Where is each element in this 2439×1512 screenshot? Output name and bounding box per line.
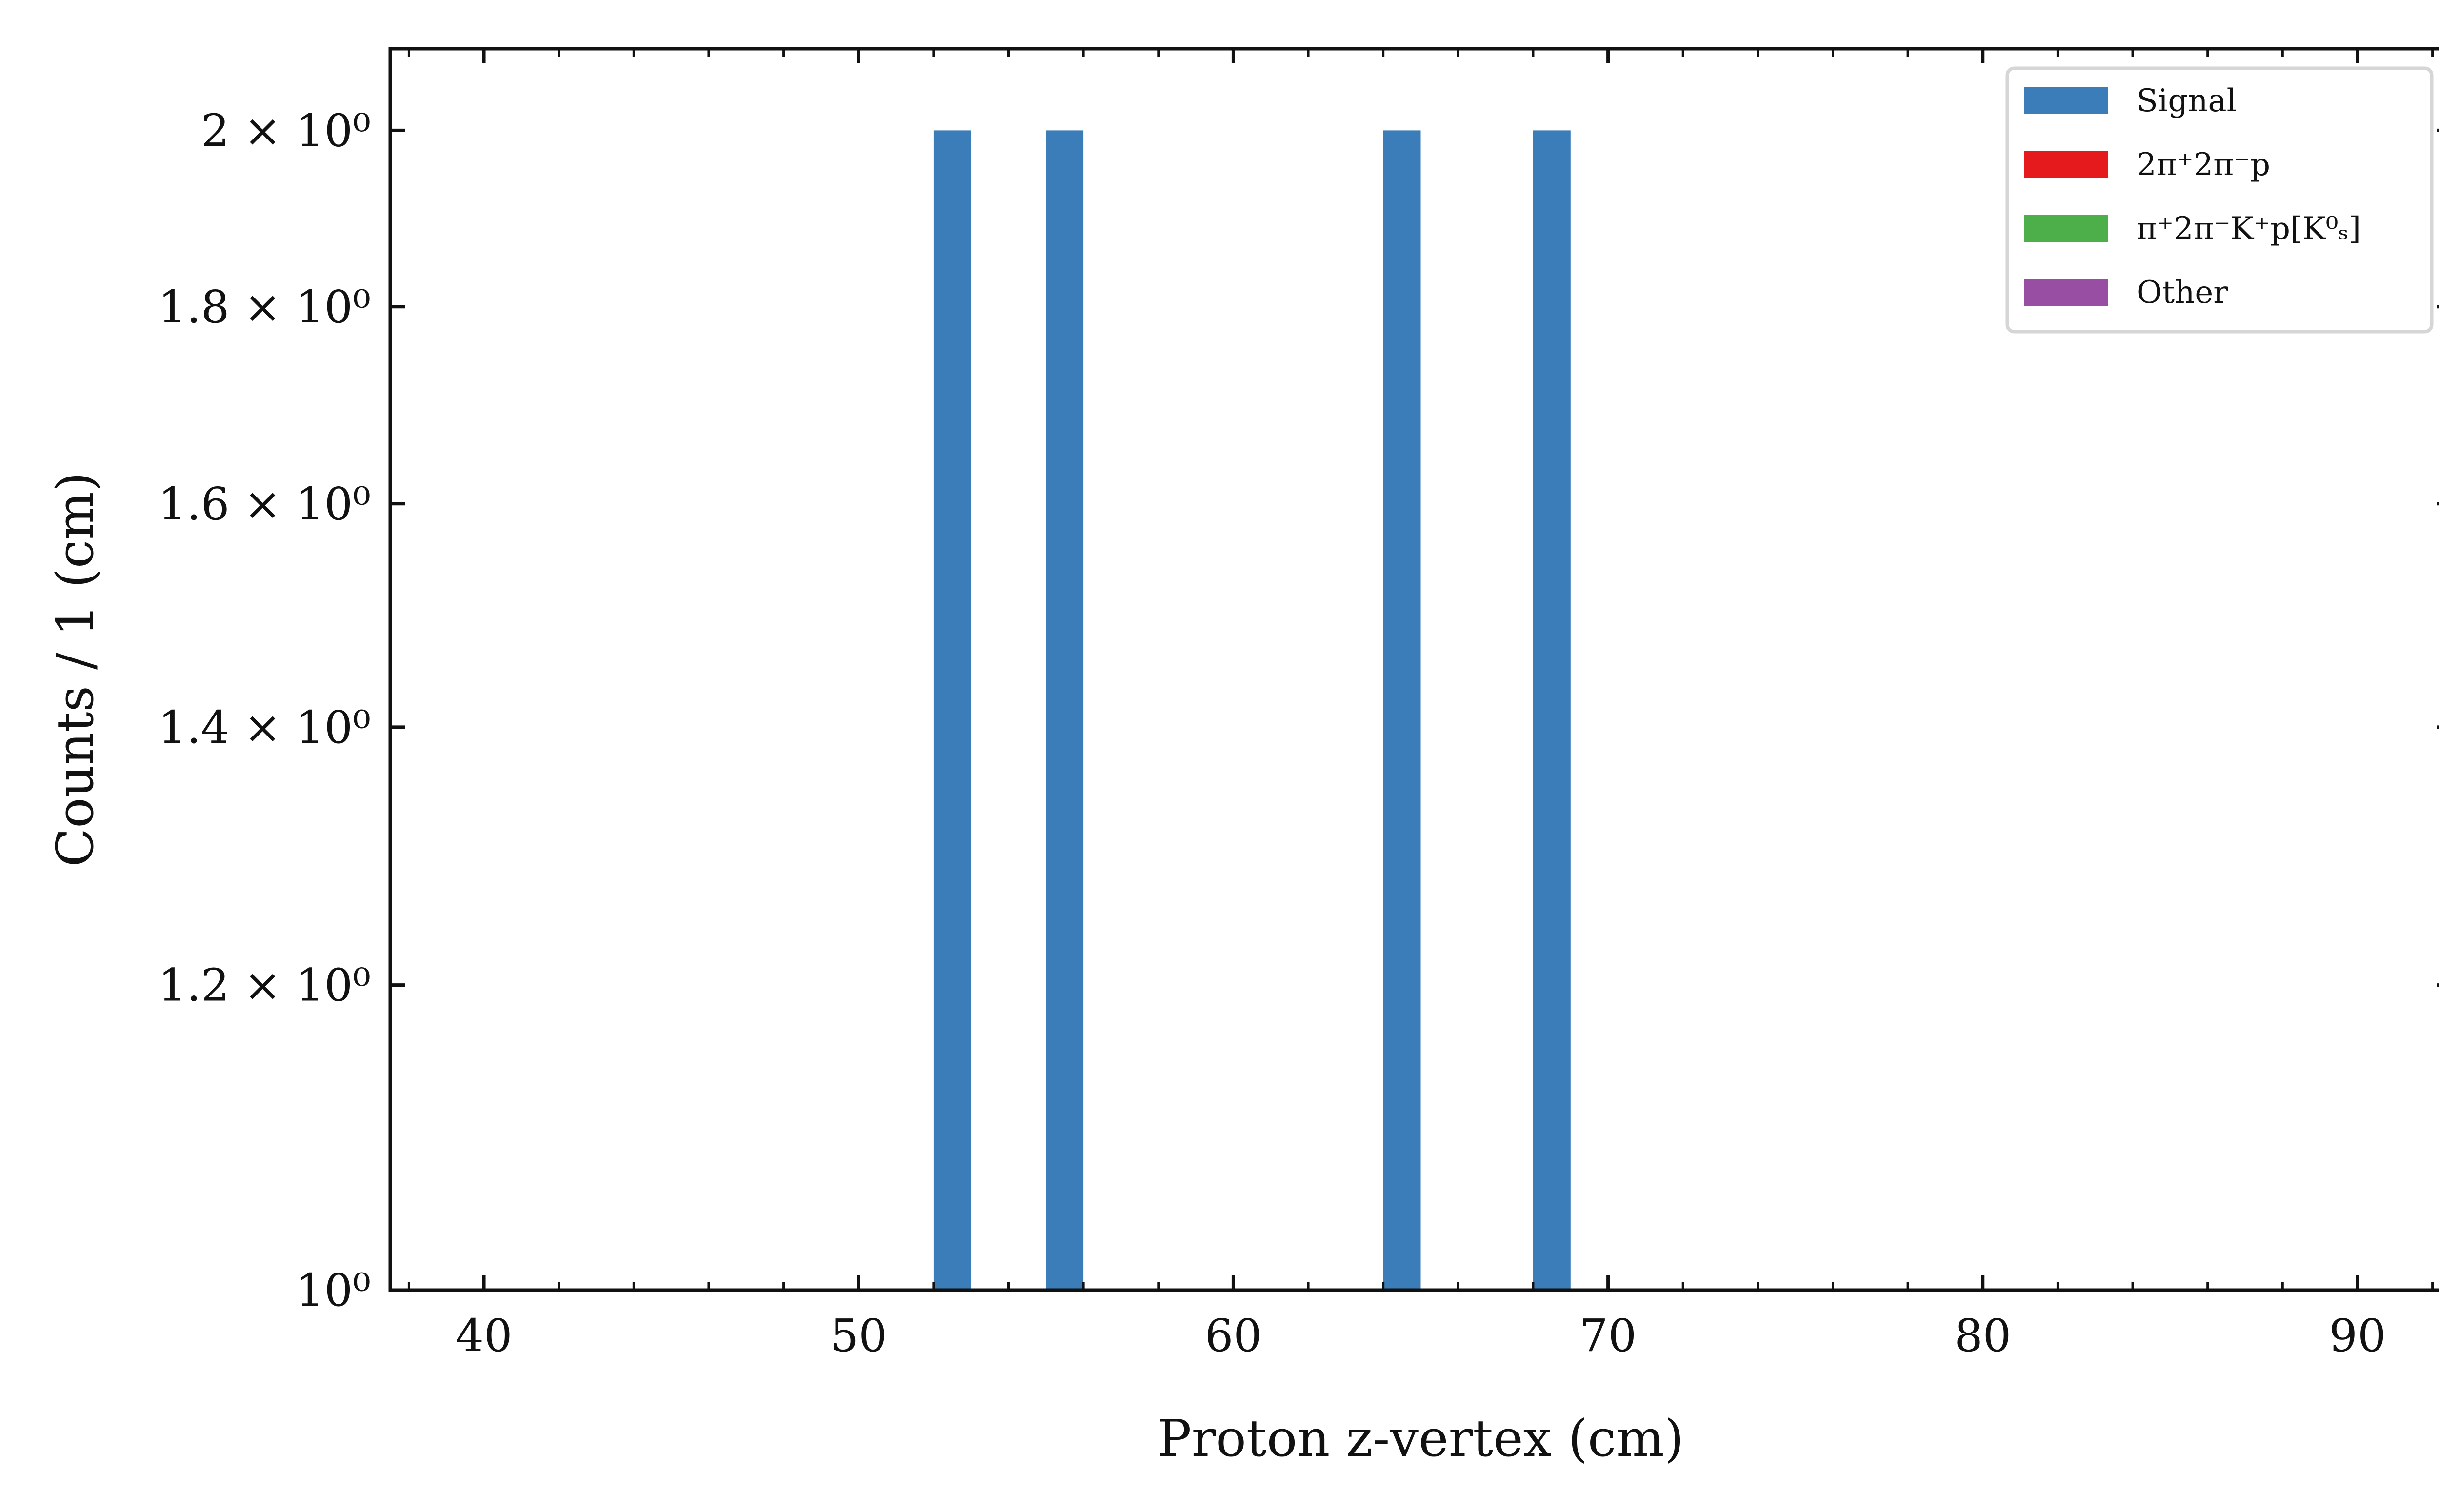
legend: Signal 2π⁺2π⁻p π⁺2π⁻K⁺p[K⁰ₛ] Other [2005,66,2434,334]
x-axis-label: Proton z-vertex (cm) [1158,1409,1684,1468]
y-tick-label: 1.4 × 10⁰ [158,701,371,754]
x-tick-label: 60 [1205,1310,1262,1362]
tick-labels: 40 50 60 70 80 90 10⁰ 1.2 × 10⁰ 1.4 × 10⁰ 1.6 × 1… [158,104,2386,1362]
legend-swatch [2024,215,2108,242]
y-tick-label: 2 × 10⁰ [201,104,371,157]
y-axis-label: Counts / 1 (cm) [45,472,105,867]
y-tick-label: 10⁰ [296,1264,371,1316]
x-tick-label: 70 [1579,1310,1637,1362]
histogram-bars [933,130,1571,1291]
legend-swatch [2024,279,2108,306]
x-tick-label: 50 [830,1310,887,1362]
legend-label: π⁺2π⁻K⁺p[K⁰ₛ] [2137,211,2361,247]
histogram-bar [1046,130,1084,1291]
legend-label: 2π⁺2π⁻p [2137,147,2270,183]
x-tick-label: 80 [1954,1310,2011,1362]
y-tick-label: 1.2 × 10⁰ [158,959,371,1012]
legend-box [2005,66,2434,334]
x-tick-label: 90 [2329,1310,2386,1362]
legend-label: Other [2137,275,2228,311]
y-tick-label: 1.6 × 10⁰ [158,478,371,530]
legend-label: Signal [2137,83,2237,119]
histogram-bar [1533,130,1571,1291]
histogram-bar [933,130,971,1291]
y-tick-label: 1.8 × 10⁰ [158,281,371,333]
histogram-bar [1383,130,1421,1291]
plot-frame [388,47,2439,1292]
axis-ticks [390,49,2439,1292]
legend-swatch [2024,87,2108,114]
legend-swatch [2024,151,2108,178]
x-tick-label: 40 [456,1310,513,1362]
